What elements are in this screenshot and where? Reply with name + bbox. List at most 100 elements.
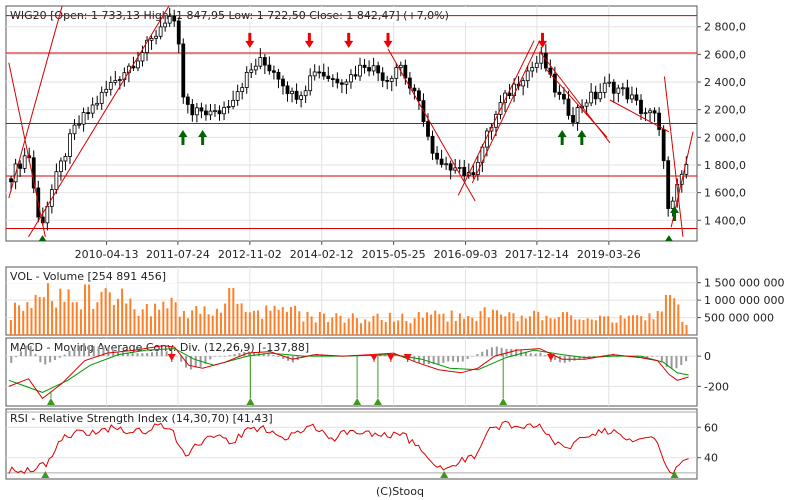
macd-histogram-bar [228, 355, 231, 357]
candle-body [566, 98, 571, 116]
volume-bar [42, 297, 45, 335]
price-y-tick-label: 1 400,0 [704, 214, 746, 227]
macd-histogram-bar [97, 346, 100, 357]
volume-bar [376, 313, 379, 335]
volume-bar [504, 316, 507, 335]
candle-body [652, 110, 657, 114]
volume-bar [368, 321, 371, 335]
volume-bar [79, 309, 82, 335]
price-x-tick-label: 2012-11-02 [218, 248, 282, 261]
macd-histogram-bar [19, 351, 22, 357]
candle-body [267, 64, 272, 72]
candle-body [117, 79, 122, 81]
volume-bar [500, 314, 503, 335]
candle-body [145, 39, 149, 53]
candle-body [72, 124, 77, 135]
copyright-footer: (C)Stooq [375, 485, 424, 498]
candle-body [670, 200, 675, 209]
volume-bar [393, 321, 396, 335]
macd-histogram-bar [641, 356, 644, 359]
rsi-legend: RSI - Relative Strength Index (14,30,70)… [10, 412, 273, 425]
macd-histogram-bar [277, 356, 280, 357]
candle-body [625, 87, 630, 100]
macd-histogram-bar [398, 356, 401, 357]
candle-body [77, 123, 81, 126]
volume-bar [623, 318, 626, 335]
candle-body [648, 110, 652, 114]
candle-body [430, 135, 435, 154]
candle-body [18, 163, 23, 169]
volume-bar [574, 319, 577, 335]
macd-histogram-bar [136, 353, 139, 357]
macd-histogram-bar [437, 356, 440, 365]
volume-y-tick-label: 500 000 000 [704, 312, 774, 325]
candle-body [113, 80, 118, 83]
price-x-tick-label: 2017-12-14 [505, 248, 569, 261]
volume-bar [508, 312, 511, 335]
candle-body [149, 37, 154, 41]
macd-histogram-bar [214, 356, 217, 357]
macd-histogram-bar [238, 353, 241, 357]
volume-bar [257, 310, 260, 335]
volume-bar [685, 324, 688, 335]
macd-histogram-bar [78, 345, 81, 357]
candle-body [330, 78, 335, 80]
volume-bar [88, 284, 91, 335]
volume-bar [631, 315, 634, 335]
volume-bar [351, 313, 354, 335]
candle-body [22, 155, 27, 169]
volume-bar [232, 287, 235, 335]
macd-histogram-bar [442, 356, 445, 363]
macd-histogram-bar [490, 347, 493, 357]
candle-body [457, 166, 462, 169]
volume-bar [372, 315, 375, 335]
macd-histogram-bar [29, 346, 32, 357]
candle-body [339, 82, 344, 85]
macd-histogram-bar [495, 346, 498, 357]
sell-arrow-icon [344, 32, 354, 48]
volume-bar [425, 312, 428, 335]
volume-bar [281, 307, 284, 335]
volume-bar [199, 313, 202, 335]
candle-body [589, 91, 594, 104]
candle-body [154, 35, 158, 39]
volume-bar [67, 289, 70, 335]
macd-histogram-bar [223, 356, 226, 357]
volume-bar [421, 317, 424, 335]
volume-bar [100, 291, 103, 335]
volume-bar [112, 304, 115, 335]
rsi-y-tick-label: 60 [704, 421, 718, 434]
macd-histogram-bar [180, 356, 183, 362]
candle-body [666, 160, 671, 209]
volume-bar [104, 288, 107, 335]
candle-body [276, 71, 281, 80]
volume-bar [557, 317, 560, 335]
volume-plot [9, 283, 688, 335]
macd-histogram-bar [651, 356, 654, 357]
volume-bar [9, 320, 12, 335]
volume-bar [121, 288, 124, 335]
candle-body [417, 90, 421, 102]
volume-bar [578, 319, 581, 335]
candle-body [158, 26, 163, 37]
volume-bar [248, 312, 251, 335]
macd-histogram-bar [500, 347, 503, 357]
volume-bar [215, 308, 218, 335]
buy-arrow-icon [178, 130, 188, 146]
candle-body [349, 74, 353, 83]
volume-bar [533, 310, 536, 335]
macd-histogram-bar [660, 356, 663, 363]
volume-bar [475, 321, 478, 335]
volume-bar [566, 312, 569, 335]
candle-body [462, 166, 467, 176]
macd-histogram-bar [24, 345, 27, 357]
buy-arrow-icon [577, 130, 587, 146]
volume-bar [22, 310, 25, 335]
volume-bar [290, 306, 293, 335]
candle-body [299, 95, 304, 100]
volume-bar [561, 312, 564, 335]
volume-bar [430, 314, 433, 335]
macd-histogram-bar [253, 351, 256, 357]
price-legend-bg [7, 7, 505, 22]
candle-body [571, 115, 575, 123]
